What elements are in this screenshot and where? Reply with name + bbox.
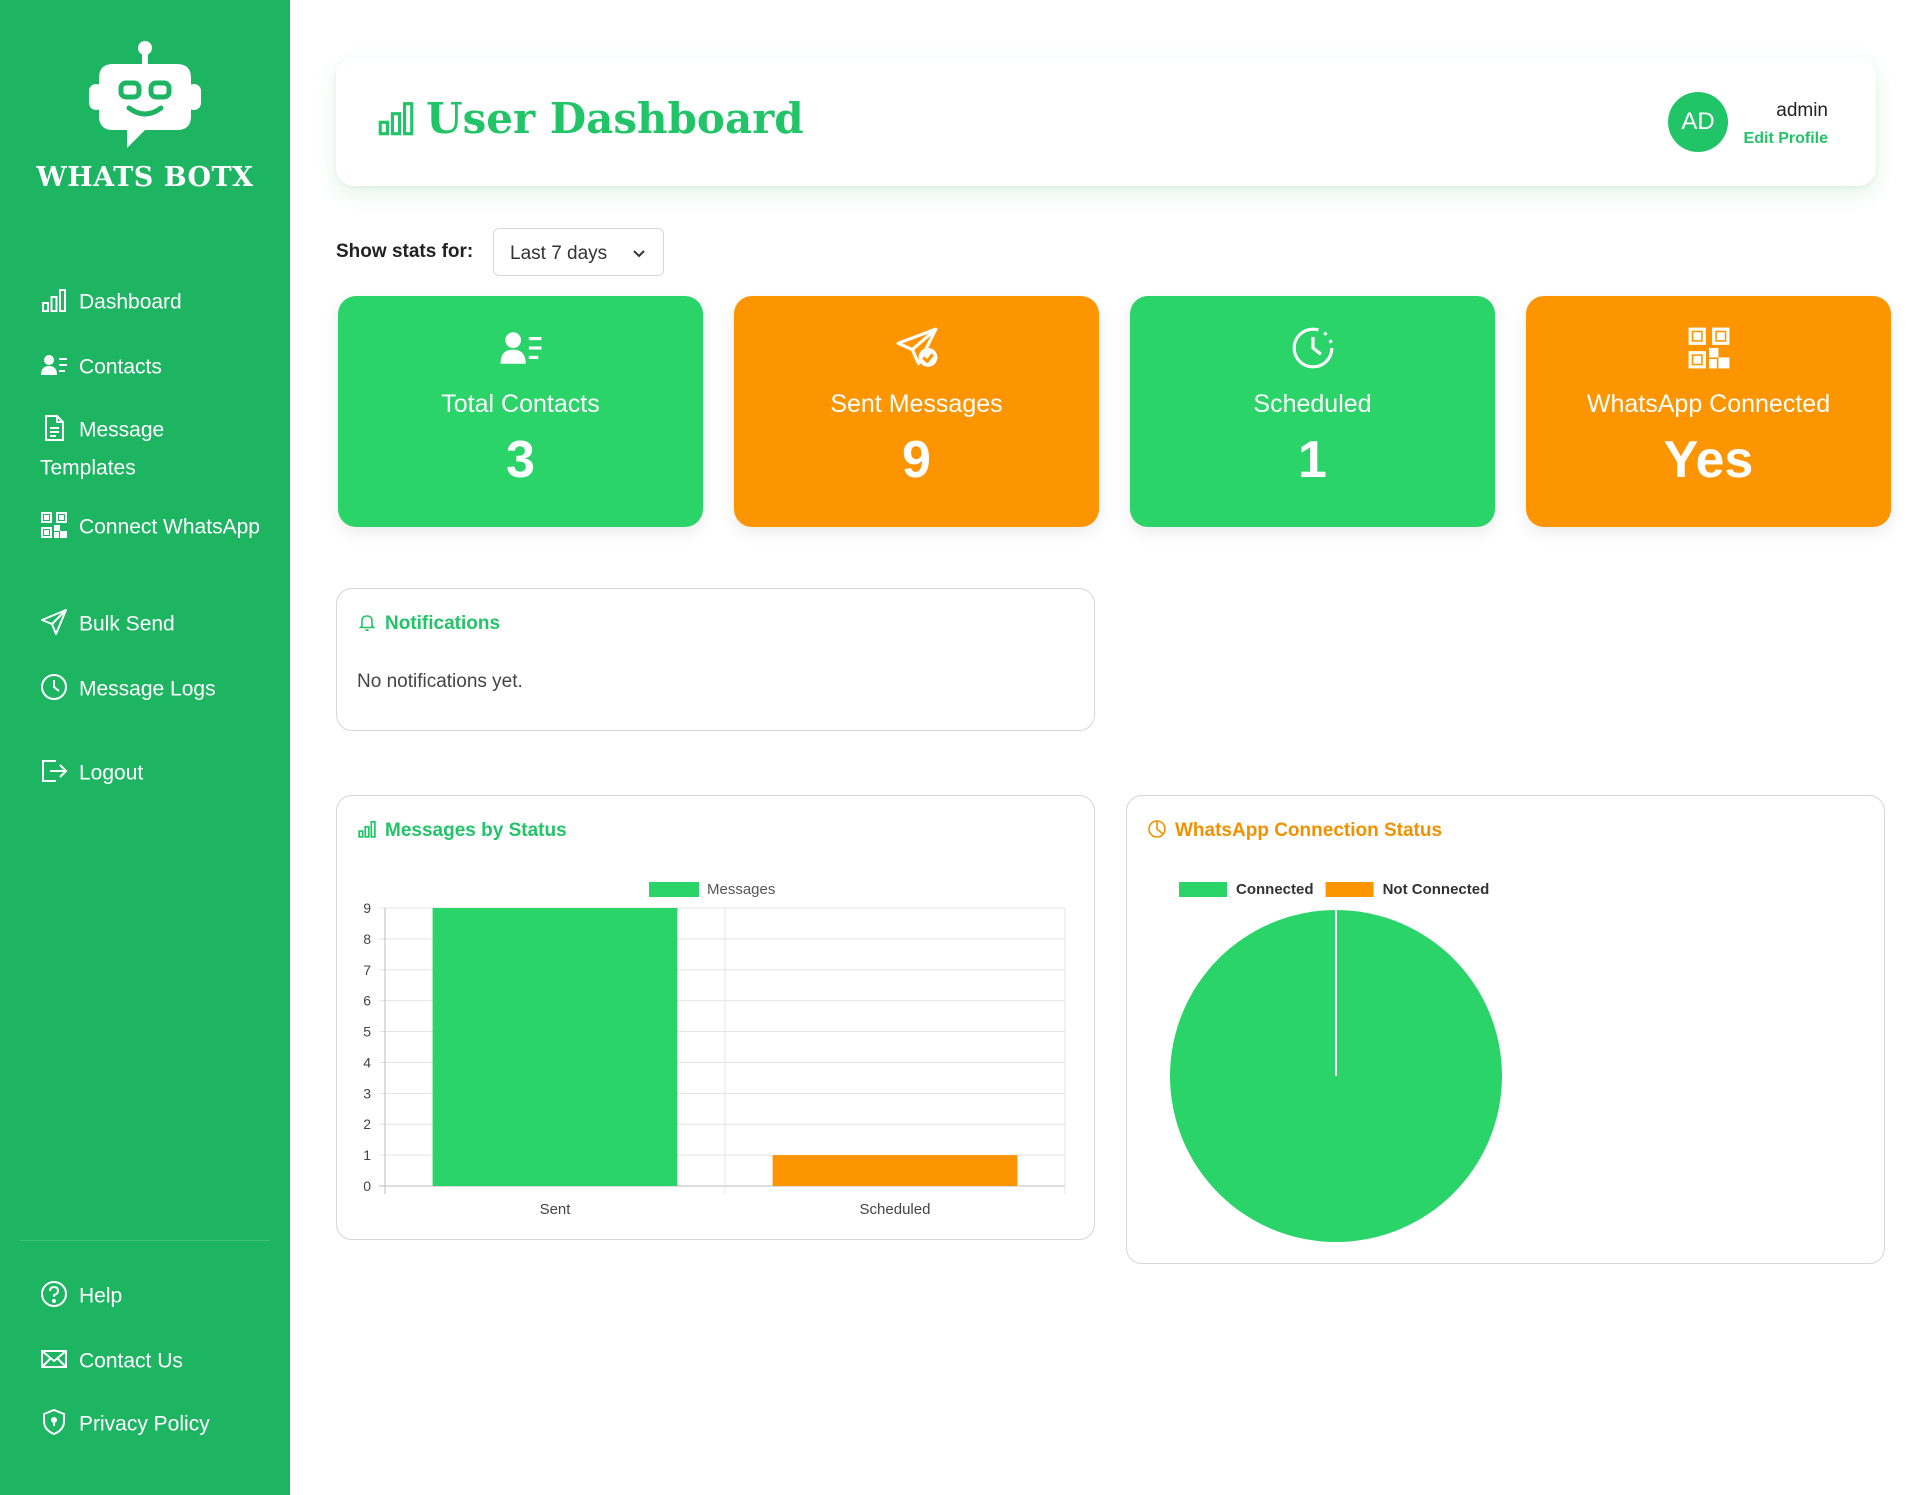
mail-icon [40, 1345, 68, 1373]
sidebar-item-label: Privacy Policy [79, 1412, 210, 1436]
stat-card-sent-messages[interactable]: Sent Messages 9 [734, 296, 1099, 527]
qr-code-icon [40, 511, 68, 539]
y-tick-label: 0 [363, 1178, 371, 1194]
sidebar-item-privacy-policy[interactable]: Privacy Policy [40, 1405, 210, 1443]
contacts-icon [338, 326, 703, 370]
y-tick-label: 7 [363, 962, 371, 978]
stats-range-value: Last 7 days [510, 243, 608, 264]
bar-chart-icon [376, 98, 416, 138]
y-tick-label: 5 [363, 1024, 371, 1040]
stat-card-scheduled[interactable]: Scheduled 1 [1130, 296, 1495, 527]
bar-sent [432, 908, 678, 1186]
sidebar: WHATS BOTX Dashboard Contacts Message Te… [0, 0, 290, 1495]
help-icon [40, 1280, 68, 1308]
stat-title: Sent Messages [830, 390, 1003, 418]
legend-swatch [1325, 882, 1374, 897]
sidebar-item-label: Bulk Send [79, 612, 175, 636]
clock-icon [1130, 326, 1495, 370]
robot-logo-icon [89, 41, 201, 148]
send-check-icon [734, 326, 1099, 370]
messages-chart-title-text: Messages by Status [385, 820, 567, 841]
notifications-empty-text: No notifications yet. [357, 671, 523, 692]
y-tick-label: 9 [363, 900, 371, 916]
sidebar-item-message-logs[interactable]: Message Logs [40, 670, 216, 708]
stat-value: 9 [902, 431, 931, 489]
bar-scheduled [772, 1155, 1018, 1186]
chart-legend: Messages [649, 881, 775, 898]
messages-chart-title: Messages by Status [357, 820, 567, 842]
connection-chart-title-text: WhatsApp Connection Status [1175, 820, 1443, 841]
send-icon [40, 608, 68, 636]
stats-range-select[interactable]: Last 7 days [493, 228, 664, 276]
connection-pie-chart: Connected Not Connected [1170, 881, 1502, 1242]
bell-icon [357, 612, 377, 632]
messages-bar-chart: Messages 0 1 2 3 4 5 6 7 8 9 Sent Scheduled [363, 881, 1066, 1218]
sidebar-item-contacts[interactable]: Contacts [40, 348, 162, 386]
y-tick-label: 8 [363, 931, 371, 947]
sidebar-item-label: Connect WhatsApp [79, 515, 260, 539]
sidebar-item-label: Logout [79, 761, 144, 785]
messages-by-status-panel: Messages by Status Messages 0 1 2 3 4 5 6 7 8 9 Sen… [336, 795, 1095, 1240]
sidebar-item-label: Dashboard [79, 290, 182, 314]
y-tick-label: 2 [363, 1116, 371, 1132]
notifications-panel: Notifications No notifications yet. [336, 588, 1095, 731]
x-tick-label: Sent [540, 1201, 572, 1218]
sidebar-item-label: Contacts [79, 355, 162, 379]
connection-status-panel: WhatsApp Connection Status Connected Not … [1126, 795, 1885, 1264]
sidebar-item-dashboard[interactable]: Dashboard [40, 283, 182, 321]
legend-label: Messages [707, 881, 775, 898]
connection-chart-title: WhatsApp Connection Status [1147, 820, 1442, 842]
logout-icon [40, 757, 68, 785]
legend-swatch [649, 882, 699, 897]
page-title: User Dashboard [376, 94, 804, 143]
stat-title: Total Contacts [441, 390, 600, 418]
qr-code-icon [1526, 326, 1891, 370]
x-tick-label: Scheduled [860, 1201, 931, 1218]
legend-swatch [1179, 882, 1227, 897]
sidebar-item-message-templates[interactable]: Message Templates [40, 411, 260, 488]
sidebar-item-connect-whatsapp[interactable]: Connect WhatsApp [40, 508, 260, 546]
legend-label: Connected [1236, 881, 1314, 898]
bar-chart-icon [357, 819, 377, 839]
avatar[interactable]: AD [1668, 92, 1728, 152]
stat-title: WhatsApp Connected [1586, 390, 1831, 418]
edit-profile-link[interactable]: Edit Profile [1743, 130, 1828, 147]
sidebar-item-label: Contact Us [79, 1349, 183, 1373]
clock-icon [40, 673, 68, 701]
legend-label: Not Connected [1383, 881, 1490, 898]
sidebar-item-contact-us[interactable]: Contact Us [40, 1342, 183, 1380]
pie-chart-icon [1147, 819, 1167, 839]
stat-value: 3 [506, 431, 535, 489]
sidebar-item-label: Message Logs [79, 677, 216, 701]
brand-logo[interactable]: WHATS BOTX [0, 40, 290, 193]
contacts-icon [40, 351, 68, 379]
chevron-down-icon [633, 250, 645, 258]
stat-value: Yes [1663, 431, 1754, 489]
bar-chart-icon [40, 286, 68, 314]
stat-card-whatsapp-connected[interactable]: WhatsApp Connected Yes [1526, 296, 1891, 527]
brand-name: WHATS BOTX [36, 162, 254, 193]
stat-title: Scheduled [1253, 390, 1372, 418]
username: admin [1776, 100, 1828, 121]
sidebar-item-logout[interactable]: Logout [40, 754, 143, 792]
stat-value: 1 [1298, 431, 1327, 489]
y-tick-label: 3 [363, 1085, 371, 1101]
dashboard-header: User Dashboard AD admin Edit Profile [336, 58, 1876, 186]
document-icon [40, 414, 68, 442]
sidebar-item-label: Message Templates [40, 418, 165, 480]
sidebar-divider [20, 1240, 270, 1241]
sidebar-item-bulk-send[interactable]: Bulk Send [40, 605, 175, 643]
y-tick-label: 1 [363, 1147, 371, 1163]
stat-card-total-contacts[interactable]: Total Contacts 3 [338, 296, 703, 527]
notifications-title-text: Notifications [385, 613, 501, 634]
y-tick-label: 6 [363, 993, 371, 1009]
notifications-title: Notifications [357, 613, 500, 635]
sidebar-item-help[interactable]: Help [40, 1277, 122, 1315]
sidebar-item-label: Help [79, 1284, 123, 1308]
page-title-text: User Dashboard [426, 94, 804, 143]
shield-icon [40, 1408, 68, 1436]
stats-filter-label: Show stats for: [336, 241, 474, 262]
y-tick-label: 4 [363, 1054, 371, 1070]
